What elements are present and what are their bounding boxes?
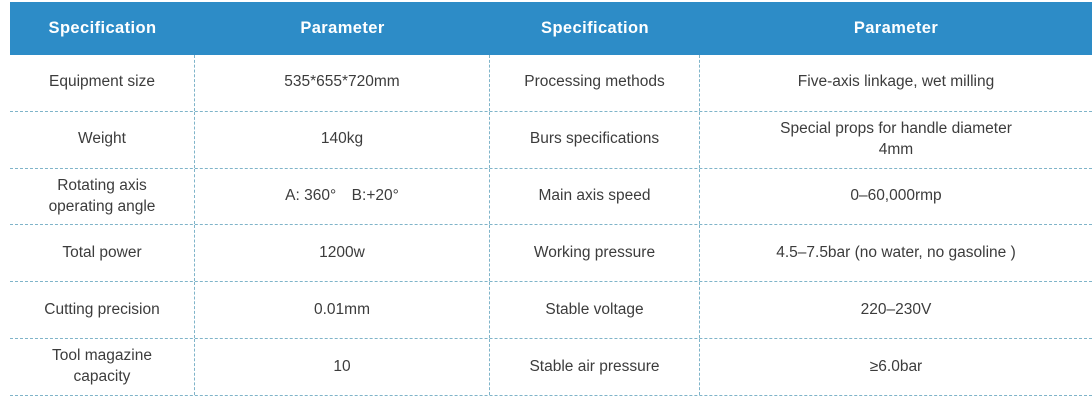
spec-cell: Weight [10,111,195,168]
table-row-equipment-size: Equipment size 535*655*720mm Processing … [10,55,1092,112]
param-cell: 0.01mm [195,282,490,339]
param-cell: 220–230V [860,300,932,318]
spec-cell: Burs specifications [490,111,700,168]
table-row-cutting-precision: Cutting precision 0.01mm Stable voltage … [10,282,1092,340]
header-specification-right: Specification [541,19,649,37]
spec-cell: Working pressure [490,225,700,282]
table-row-rotating-axis: Rotating axis operating angle A: 360° B:… [10,168,1092,226]
specification-table: Specification Parameter Specification Pa… [10,2,1092,396]
param-cell: 535*655*720mm [195,55,490,111]
table-row-tool-magazine: Tool magazine capacity 10 Stable air pre… [10,339,1092,396]
header-parameter-left: Parameter [300,19,385,37]
param-cell: 1200w [195,225,490,282]
param-cell: 0–60,000rmp [850,187,942,205]
param-cell: 10 [195,339,490,395]
spec-cell: Main axis speed [490,168,700,225]
spec-cell: Cutting precision [10,282,195,339]
param-cell: Special props for handle diameter 4mm [780,119,1012,158]
table-row-total-power: Total power 1200w Working pressure 4.5–7… [10,225,1092,283]
param-cell: ≥6.0bar [869,357,923,375]
spec-cell: Equipment size [10,55,195,111]
param-cell: A: 360° B:+20° [195,168,490,225]
table-row-weight: Weight 140kg Burs specifications Special… [10,111,1092,169]
table-header-row: Specification Parameter Specification Pa… [10,2,1092,55]
spec-cell: Stable air pressure [490,339,700,395]
header-specification-left: Specification [48,19,157,37]
spec-cell: Stable voltage [490,282,700,339]
param-cell: 4.5–7.5bar (no water, no gasoline ) [776,243,1016,261]
header-parameter-right: Parameter [853,19,939,37]
spec-cell: Processing methods [490,55,700,111]
table-body: Equipment size 535*655*720mm Processing … [10,55,1092,396]
param-cell: 140kg [195,111,490,168]
spec-cell: Total power [10,225,195,282]
spec-cell: Tool magazine capacity [10,339,195,395]
spec-cell: Rotating axis operating angle [10,168,195,225]
param-cell: Five-axis linkage, wet milling [797,73,995,91]
